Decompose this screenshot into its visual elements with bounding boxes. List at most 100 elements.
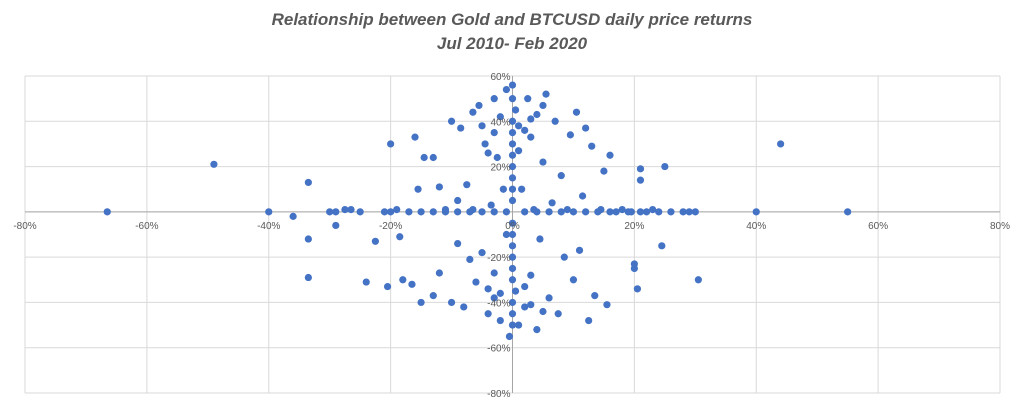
data-point	[642, 208, 651, 216]
data-point	[362, 278, 370, 286]
data-point	[618, 205, 626, 214]
data-point	[624, 208, 632, 216]
data-point	[454, 208, 462, 216]
data-point	[496, 289, 504, 297]
data-point	[539, 307, 547, 316]
data-point	[496, 316, 504, 325]
data-point	[435, 183, 443, 191]
data-point	[490, 95, 498, 103]
data-point	[527, 115, 535, 123]
data-point	[603, 301, 611, 309]
data-point	[493, 153, 501, 162]
data-point	[566, 131, 574, 139]
data-point	[487, 201, 495, 209]
data-point	[527, 271, 535, 279]
x-tick-label: 60%	[868, 221, 888, 232]
data-point	[636, 208, 645, 216]
data-point	[490, 208, 498, 216]
data-point	[527, 301, 535, 309]
data-point	[508, 162, 517, 171]
data-point	[429, 208, 437, 216]
data-point	[505, 332, 514, 340]
data-point	[490, 294, 498, 302]
data-point	[304, 273, 312, 282]
data-point	[484, 285, 492, 293]
data-point	[508, 298, 517, 307]
data-point	[387, 140, 395, 148]
data-point	[508, 140, 517, 148]
y-tick-label: -80%	[487, 389, 510, 400]
data-point	[524, 95, 532, 103]
data-point	[752, 208, 760, 216]
data-point	[502, 208, 511, 216]
data-point	[533, 110, 541, 119]
data-point	[514, 147, 523, 155]
data-point	[518, 185, 526, 193]
data-point	[554, 310, 562, 318]
data-point	[536, 235, 544, 243]
data-point	[514, 122, 523, 130]
data-point	[508, 95, 517, 103]
data-point	[490, 269, 498, 277]
data-point	[429, 153, 437, 162]
data-point	[508, 151, 517, 159]
data-point	[478, 122, 486, 130]
data-point	[408, 280, 416, 288]
data-point	[508, 242, 517, 250]
data-point	[578, 192, 587, 200]
data-point	[636, 165, 645, 173]
data-point	[332, 221, 340, 230]
data-point	[548, 199, 556, 207]
data-point	[502, 85, 511, 94]
data-point	[332, 208, 340, 216]
data-point	[478, 208, 486, 216]
x-tick-label: -20%	[379, 221, 402, 232]
data-point	[393, 205, 401, 214]
data-point	[454, 196, 462, 205]
data-point	[380, 208, 389, 216]
data-point	[417, 208, 425, 216]
data-point	[694, 276, 702, 284]
data-point	[521, 126, 529, 134]
data-point	[533, 326, 541, 334]
data-point	[539, 158, 547, 166]
data-point	[356, 208, 364, 216]
data-point	[511, 287, 520, 295]
data-point	[661, 162, 669, 171]
data-point	[414, 185, 422, 193]
data-point	[679, 208, 687, 216]
data-point	[454, 239, 462, 248]
data-point	[405, 208, 413, 216]
data-point	[600, 167, 608, 175]
data-point	[466, 255, 474, 264]
data-point	[484, 149, 492, 157]
data-point	[649, 205, 657, 214]
data-point	[545, 208, 553, 216]
chart-subtitle: Jul 2010- Feb 2020	[436, 34, 588, 53]
data-point	[557, 208, 565, 216]
data-point	[533, 208, 541, 216]
x-tick-label: 80%	[990, 221, 1010, 232]
data-point	[508, 129, 517, 137]
data-point	[542, 90, 550, 98]
data-point	[265, 208, 273, 216]
x-tick-label: -60%	[135, 221, 158, 232]
data-point	[475, 101, 483, 110]
data-point	[411, 133, 419, 141]
y-tick-label: 20%	[490, 163, 510, 174]
data-point	[588, 142, 596, 150]
data-point	[585, 316, 593, 325]
data-point	[304, 235, 312, 243]
x-tick-label: 0%	[505, 221, 520, 232]
data-point	[396, 233, 404, 241]
data-point	[508, 310, 517, 318]
data-point	[481, 140, 489, 148]
data-point	[420, 153, 428, 162]
data-point	[633, 285, 642, 293]
data-point	[606, 208, 614, 216]
data-point	[508, 230, 517, 239]
x-tick-label: -40%	[257, 221, 280, 232]
tick-labels: -80% -60% -40% -20% 0% 20% 40% 60% 80% -80% -60% -4…	[13, 72, 1010, 400]
data-point	[582, 208, 590, 216]
x-tick-label: 20%	[624, 221, 644, 232]
